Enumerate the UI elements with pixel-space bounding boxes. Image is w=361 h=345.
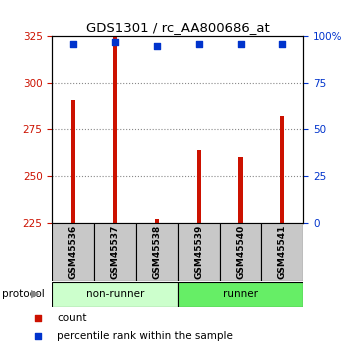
Point: [238, 41, 243, 47]
Point: [70, 41, 76, 47]
Bar: [197, 150, 201, 223]
Bar: [219, 223, 261, 281]
Bar: [178, 223, 219, 281]
Bar: [178, 282, 303, 307]
Text: GSM45537: GSM45537: [110, 225, 119, 279]
Bar: [94, 223, 136, 281]
Bar: [261, 223, 303, 281]
Point: [271, 254, 277, 260]
Point: [154, 43, 160, 48]
Text: GSM45536: GSM45536: [69, 225, 78, 279]
Title: GDS1301 / rc_AA800686_at: GDS1301 / rc_AA800686_at: [86, 21, 270, 34]
Text: GSM45539: GSM45539: [194, 225, 203, 279]
Point: [112, 39, 118, 45]
Text: count: count: [57, 314, 87, 323]
Point: [196, 41, 201, 47]
Text: runner: runner: [223, 289, 258, 299]
Bar: [52, 223, 94, 281]
Text: non-runner: non-runner: [86, 289, 144, 299]
Point: [279, 41, 285, 47]
Bar: [155, 219, 159, 223]
Bar: [71, 100, 75, 223]
Bar: [136, 223, 178, 281]
Text: GSM45541: GSM45541: [278, 225, 287, 279]
Text: protocol: protocol: [2, 289, 44, 299]
Bar: [238, 157, 243, 223]
Bar: [280, 116, 284, 223]
Bar: [52, 282, 178, 307]
Point: [271, 97, 277, 103]
Text: GSM45540: GSM45540: [236, 225, 245, 279]
Bar: [113, 36, 117, 223]
Text: GSM45538: GSM45538: [152, 225, 161, 279]
Text: ▶: ▶: [31, 289, 40, 299]
Text: percentile rank within the sample: percentile rank within the sample: [57, 331, 233, 341]
